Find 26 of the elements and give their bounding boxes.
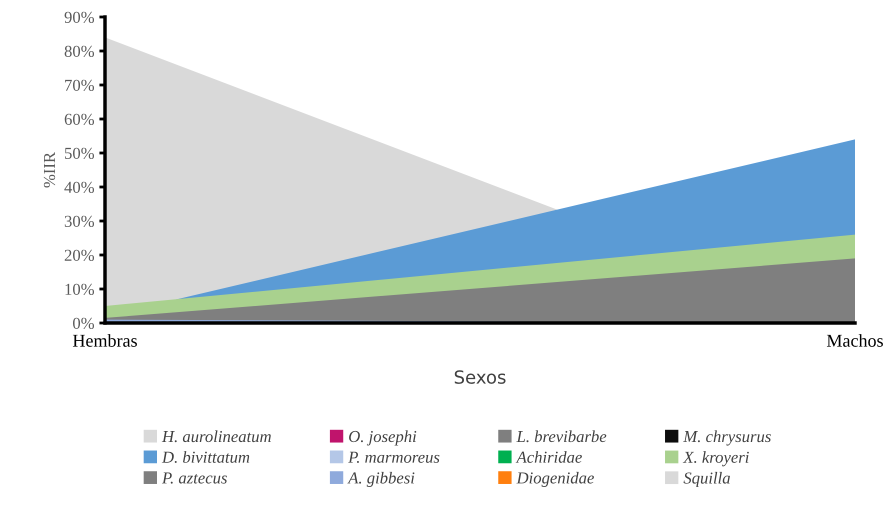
x-axis-title: Sexos bbox=[454, 370, 506, 384]
y-tick-label: 70% bbox=[65, 80, 94, 91]
y-tick-label: 60% bbox=[64, 114, 94, 125]
legend-label: P. marmoreus bbox=[348, 452, 440, 463]
legend-label: Squilla bbox=[684, 472, 730, 488]
legend-label: M. chrysurus bbox=[683, 430, 771, 446]
legend-label: Achiridae bbox=[516, 451, 582, 463]
legend-label: A. gibbesi bbox=[347, 472, 414, 487]
y-tick-label: 10% bbox=[66, 284, 94, 295]
legend-label: X. kroyeri bbox=[682, 451, 749, 466]
legend-label: H. aurolineatum bbox=[162, 430, 271, 442]
legend-label: D. bivittatum bbox=[162, 451, 250, 463]
x-tick-label: Hembras bbox=[72, 334, 137, 347]
x-tick-label: Machos bbox=[826, 334, 883, 347]
y-tick-label: 20% bbox=[64, 250, 94, 261]
y-tick-label: 90% bbox=[64, 12, 94, 23]
y-tick-label: 0% bbox=[73, 318, 94, 329]
legend-label: O. josephi bbox=[349, 430, 416, 446]
legend-label: Diogenidae bbox=[516, 472, 594, 487]
legend-label: L. brevibarbe bbox=[516, 430, 606, 442]
y-tick-label: 50% bbox=[65, 148, 94, 159]
y-tick-label: 80% bbox=[64, 46, 94, 57]
y-axis-title: %IIR bbox=[44, 152, 56, 188]
legend-label: P. aztecus bbox=[162, 472, 227, 484]
y-tick-label: 30% bbox=[64, 216, 94, 227]
y-tick-label: 40% bbox=[64, 182, 94, 193]
